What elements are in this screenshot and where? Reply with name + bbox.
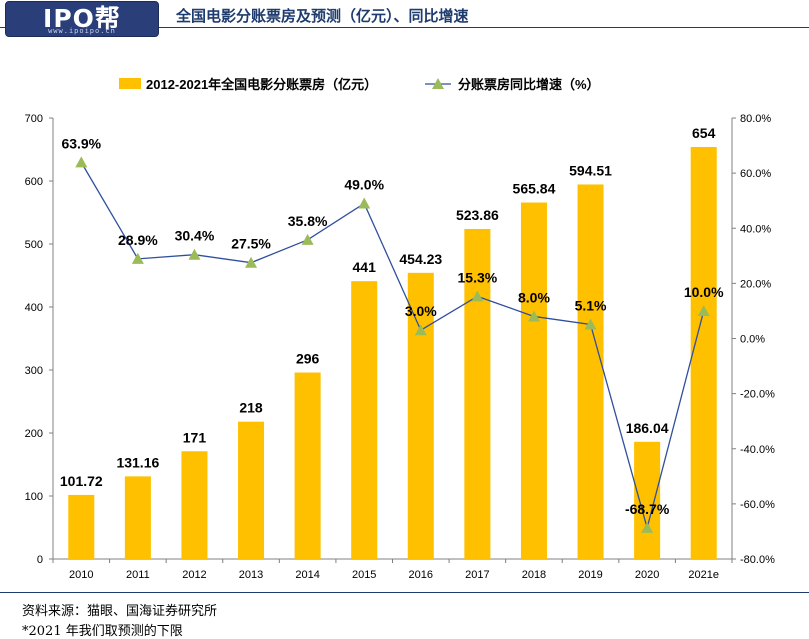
legend-line-label: 分账票房同比增速（%） <box>458 77 600 92</box>
growth-value-label: 30.4% <box>175 228 215 244</box>
right-tick-label: 40.0% <box>740 223 771 235</box>
growth-value-label: 27.5% <box>231 236 271 252</box>
bar-2015 <box>351 281 378 559</box>
forecast-note: *2021 年我们取预测的下限 <box>22 624 183 639</box>
right-tick-label: 60.0% <box>740 168 771 180</box>
growth-value-label: 15.3% <box>458 269 498 285</box>
right-tick-label: -40.0% <box>740 444 775 456</box>
growth-value-label: 8.0% <box>518 289 550 305</box>
left-tick-label: 300 <box>25 365 43 377</box>
x-tick-label: 2016 <box>409 569 433 581</box>
legend-bar-swatch <box>119 78 141 89</box>
bar-value-label: 594.51 <box>569 162 612 178</box>
growth-value-label: 10.0% <box>684 284 724 300</box>
growth-marker-2012 <box>188 248 201 260</box>
x-tick-label: 2019 <box>578 569 602 581</box>
x-tick-label: 2010 <box>69 569 93 581</box>
growth-value-label: -68.7% <box>625 501 670 517</box>
bar-value-label: 131.16 <box>116 454 159 470</box>
growth-value-label: 3.0% <box>405 303 437 319</box>
left-tick-label: 500 <box>25 239 43 251</box>
growth-value-label: 28.9% <box>118 232 158 248</box>
logo-url: www.ipoipo.cn <box>48 27 116 35</box>
legend-bar-label: 2012-2021年全国电影分账票房（亿元） <box>146 77 377 92</box>
left-tick-label: 100 <box>25 491 43 503</box>
growth-marker-2019 <box>584 318 597 330</box>
right-tick-label: -20.0% <box>740 389 775 401</box>
bar-value-label: 654 <box>692 125 716 141</box>
x-tick-label: 2011 <box>126 569 150 581</box>
left-tick-label: 200 <box>25 428 43 440</box>
bar-2012 <box>181 451 208 559</box>
x-tick-label: 2012 <box>182 569 206 581</box>
bar-value-label: 171 <box>183 429 207 445</box>
bar-2011 <box>124 476 151 559</box>
source-note: 资料来源：猫眼、国海证券研究所 <box>22 604 218 619</box>
bar-2017 <box>464 228 491 559</box>
growth-value-label: 63.9% <box>61 135 101 151</box>
title-bar: 全国电影分账票房及预测（亿元）、同比增速 <box>0 0 809 28</box>
combo-chart: 0 100 200 300 400 500 600 700 80.0% 60.0% 40.0% 20.… <box>25 77 775 581</box>
bar-2019 <box>577 184 604 560</box>
bar-2014 <box>294 372 321 559</box>
logo-text: IPO帮 <box>43 4 121 33</box>
bar-2016 <box>407 272 434 559</box>
bar-value-label: 186.04 <box>626 420 669 436</box>
growth-marker-2015 <box>358 197 371 209</box>
growth-marker-2010 <box>75 156 88 168</box>
bar-2010 <box>68 494 95 559</box>
x-tick-label: 2013 <box>239 569 263 581</box>
x-tick-label: 2014 <box>295 569 319 581</box>
bar-value-label: 441 <box>353 259 377 275</box>
right-tick-label: -80.0% <box>740 554 775 566</box>
growth-marker-2017 <box>471 290 484 302</box>
right-tick-label: 80.0% <box>740 113 771 125</box>
x-tick-label: 2015 <box>352 569 376 581</box>
growth-value-label: 49.0% <box>344 176 384 192</box>
growth-marker-2014 <box>301 233 314 245</box>
x-tick-label: 2021e <box>688 569 719 581</box>
growth-marker-2013 <box>245 256 258 268</box>
right-tick-label: 20.0% <box>740 278 771 290</box>
x-tick-label: 2017 <box>465 569 489 581</box>
document-title: 全国电影分账票房及预测（亿元）、同比增速 <box>176 7 469 25</box>
left-tick-label: 600 <box>25 176 43 188</box>
bar-value-label: 523.86 <box>456 207 499 223</box>
bar-2020 <box>634 441 661 559</box>
growth-value-label: 5.1% <box>575 297 607 313</box>
bar-value-label: 296 <box>296 351 320 367</box>
bar-value-label: 454.23 <box>399 251 442 267</box>
growth-marker-2020 <box>641 521 654 533</box>
bar-value-label: 565.84 <box>513 181 556 197</box>
bar-value-label: 101.72 <box>60 473 103 489</box>
growth-rate-line <box>80 162 705 531</box>
left-tick-label: 700 <box>25 113 43 125</box>
growth-marker-2021e <box>697 304 710 316</box>
bar-value-label: 218 <box>239 400 263 416</box>
growth-value-label: 35.8% <box>288 213 328 229</box>
right-tick-label: 0.0% <box>740 334 765 346</box>
growth-marker-2018 <box>527 310 540 322</box>
bar-2013 <box>238 421 265 559</box>
bar-2021e <box>690 146 717 560</box>
right-tick-label: -60.0% <box>740 499 775 511</box>
left-tick-label: 400 <box>25 302 43 314</box>
left-tick-label: 0 <box>37 554 43 566</box>
x-tick-label: 2018 <box>522 569 546 581</box>
title-underline <box>0 27 809 28</box>
bar-2018 <box>520 202 547 559</box>
growth-marker-2011 <box>131 252 144 264</box>
legend-line-marker <box>432 78 444 89</box>
growth-marker-2016 <box>414 324 427 336</box>
watermark-logo: IPO帮 www.ipoipo.cn <box>5 1 159 37</box>
x-tick-label: 2020 <box>635 569 659 581</box>
footer-divider <box>0 592 809 593</box>
